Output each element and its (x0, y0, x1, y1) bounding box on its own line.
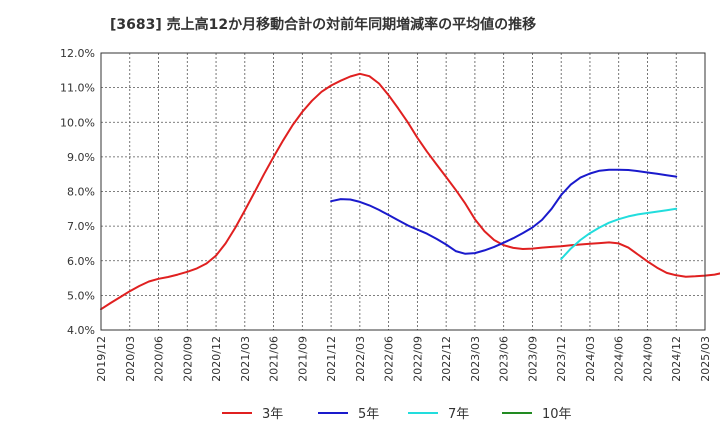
x-tick-label: 2021/12 (325, 336, 338, 382)
series-lines (100, 72, 720, 311)
x-tick-label: 2023/06 (498, 336, 511, 382)
x-tick-label: 2024/12 (670, 336, 683, 382)
legend-label-1: 5年 (358, 407, 379, 422)
y-tick-label: 11.0% (60, 82, 95, 95)
x-tick-label: 2021/03 (239, 336, 252, 382)
y-tick-label: 6.0% (67, 255, 95, 268)
legend: 3年 5年 7年 10年 (222, 407, 572, 422)
plot-frame (100, 52, 706, 331)
x-tick-label: 2024/03 (584, 336, 597, 382)
x-tick-label: 2021/06 (268, 336, 281, 382)
x-tick-label: 2023/12 (555, 336, 568, 382)
x-tick-label: 2019/12 (95, 336, 108, 382)
series-line-2 (560, 207, 678, 260)
y-tick-label: 4.0% (67, 324, 95, 337)
y-tick-label: 12.0% (60, 47, 95, 60)
x-tick-label: 2022/06 (383, 336, 396, 382)
y-tick-label: 10.0% (60, 116, 95, 129)
y-tick-label: 8.0% (67, 186, 95, 199)
x-tick-label: 2024/06 (613, 336, 626, 382)
x-tick-label: 2020/09 (181, 336, 194, 382)
y-axis-ticks: 4.0% 5.0% 6.0% 7.0% 8.0% 9.0% 10.0% 11.0% 12.0% (60, 47, 95, 337)
legend-label-2: 7年 (448, 407, 469, 422)
x-tick-label: 2025/03 (699, 336, 712, 382)
y-tick-label: 5.0% (67, 289, 95, 302)
y-tick-label: 7.0% (67, 220, 95, 233)
x-tick-label: 2021/09 (296, 336, 309, 382)
y-tick-label: 9.0% (67, 151, 95, 164)
x-tick-label: 2023/09 (526, 336, 539, 382)
legend-label-3: 10年 (542, 407, 572, 422)
x-tick-label: 2020/03 (124, 336, 137, 382)
legend-label-0: 3年 (262, 407, 283, 422)
x-tick-label: 2020/06 (153, 336, 166, 382)
x-tick-label: 2020/12 (210, 336, 223, 382)
x-tick-label: 2022/12 (440, 336, 453, 382)
series-line-0 (100, 72, 720, 311)
x-tick-label: 2022/03 (354, 336, 367, 382)
x-tick-label: 2024/09 (641, 336, 654, 382)
x-tick-label: 2023/03 (469, 336, 482, 382)
series-line-1 (330, 168, 678, 255)
grid-lines (100, 52, 706, 331)
chart-title: [3683] 売上高12か月移動合計の対前年同期増減率の平均値の推移 (110, 17, 537, 33)
x-axis-ticks: 2019/12 2020/03 2020/06 2020/09 2020/12 2021/… (95, 336, 712, 382)
x-tick-label: 2022/09 (411, 336, 424, 382)
